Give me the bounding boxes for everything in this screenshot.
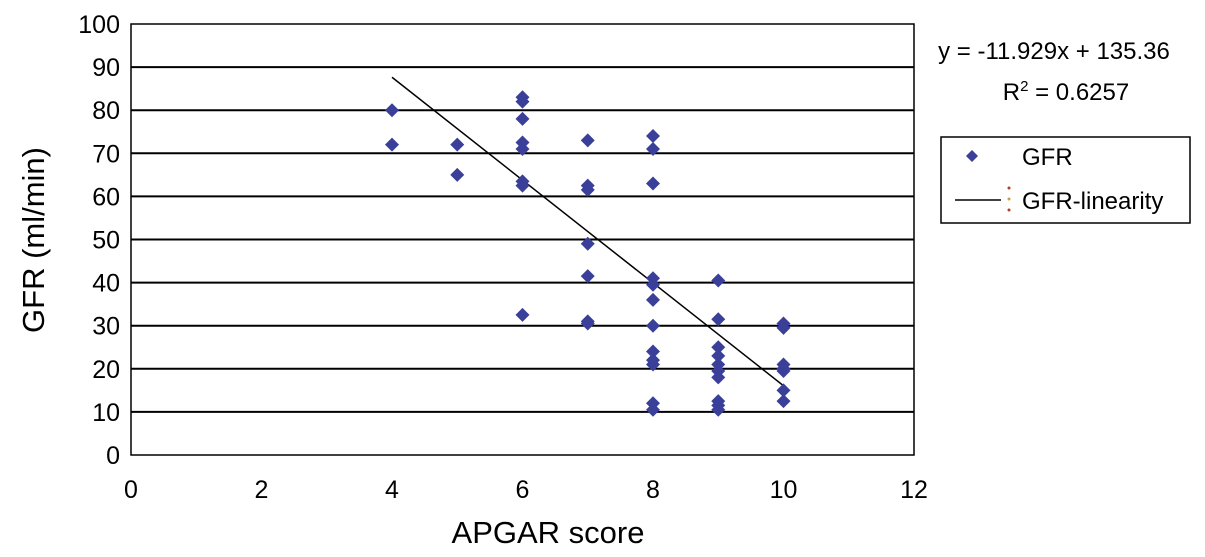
y-tick-label: 40	[92, 270, 120, 298]
y-axis-title: GFR (ml/min)	[16, 147, 51, 333]
x-tick-label: 0	[124, 476, 138, 504]
data-point	[515, 141, 530, 156]
data-point	[646, 344, 660, 359]
data-point	[646, 318, 660, 333]
x-tick-label: 8	[646, 476, 660, 504]
legend: GFR GFR-linearity	[940, 136, 1191, 224]
r-squared-superscript: 2	[1020, 78, 1028, 95]
data-point	[450, 167, 465, 182]
y-tick-label: 10	[92, 399, 120, 427]
data-point	[711, 340, 726, 355]
data-point	[646, 292, 660, 307]
data-points	[385, 90, 791, 417]
y-tick-labels: 0 10 20 30 40 50 60 70 80 90 100	[78, 11, 120, 470]
data-point	[776, 394, 791, 409]
x-tick-label: 4	[385, 476, 399, 504]
data-point	[385, 137, 399, 152]
r-squared-label: R	[1003, 79, 1020, 106]
y-tick-label: 90	[92, 54, 120, 82]
y-tick-label: 80	[92, 97, 120, 125]
data-point	[646, 357, 660, 372]
data-point	[580, 316, 595, 331]
legend-box	[940, 136, 1191, 224]
y-tick-label: 20	[92, 356, 120, 384]
y-tick-label: 50	[92, 227, 120, 255]
x-tick-labels: 0 2 4 6 8 10 12	[124, 476, 928, 504]
legend-label-gfr: GFR	[1022, 144, 1073, 171]
data-point	[711, 370, 726, 385]
y-tick-label: 30	[92, 313, 120, 341]
data-point	[515, 307, 530, 322]
data-point	[515, 178, 530, 193]
trendline-gfr-linearity	[391, 76, 784, 387]
data-point	[646, 277, 660, 292]
data-point	[450, 137, 465, 152]
regression-equation: y = -11.929x + 135.36	[938, 38, 1170, 65]
r-squared: R2 = 0.6257	[1003, 78, 1129, 106]
data-point	[646, 176, 660, 191]
data-point	[580, 236, 595, 251]
x-tick-label: 6	[516, 476, 530, 504]
data-point	[515, 111, 530, 126]
legend-dot-top	[1007, 186, 1011, 190]
legend-dot-bottom	[1007, 208, 1011, 212]
data-point	[515, 94, 530, 109]
x-tick-label: 12	[900, 476, 928, 504]
data-point	[646, 141, 660, 156]
data-point	[580, 133, 595, 148]
x-tick-label: 10	[770, 476, 798, 504]
legend-marker-gfr	[966, 150, 978, 162]
x-tick-label: 2	[255, 476, 269, 504]
data-point	[580, 269, 595, 284]
data-point	[711, 312, 726, 327]
data-point	[385, 103, 399, 118]
data-point	[646, 129, 660, 144]
legend-label-gfr-linearity: GFR-linearity	[1022, 188, 1163, 215]
data-point	[776, 320, 791, 335]
data-point	[711, 273, 726, 288]
y-tick-label: 0	[106, 442, 120, 470]
data-point	[711, 348, 726, 363]
y-tick-label: 60	[92, 183, 120, 211]
r-squared-value: = 0.6257	[1028, 79, 1129, 106]
data-point	[711, 402, 726, 417]
x-axis-title: APGAR score	[452, 515, 645, 550]
grid-lines	[131, 66, 914, 413]
data-point	[580, 182, 595, 197]
data-point	[646, 402, 660, 417]
y-tick-label: 70	[92, 140, 120, 168]
data-point	[776, 383, 791, 398]
plot-area-border	[130, 23, 915, 456]
data-point	[776, 363, 791, 378]
y-tick-label: 100	[78, 11, 120, 39]
trendline-layer	[391, 76, 784, 387]
legend-dot-middle	[1007, 197, 1011, 201]
